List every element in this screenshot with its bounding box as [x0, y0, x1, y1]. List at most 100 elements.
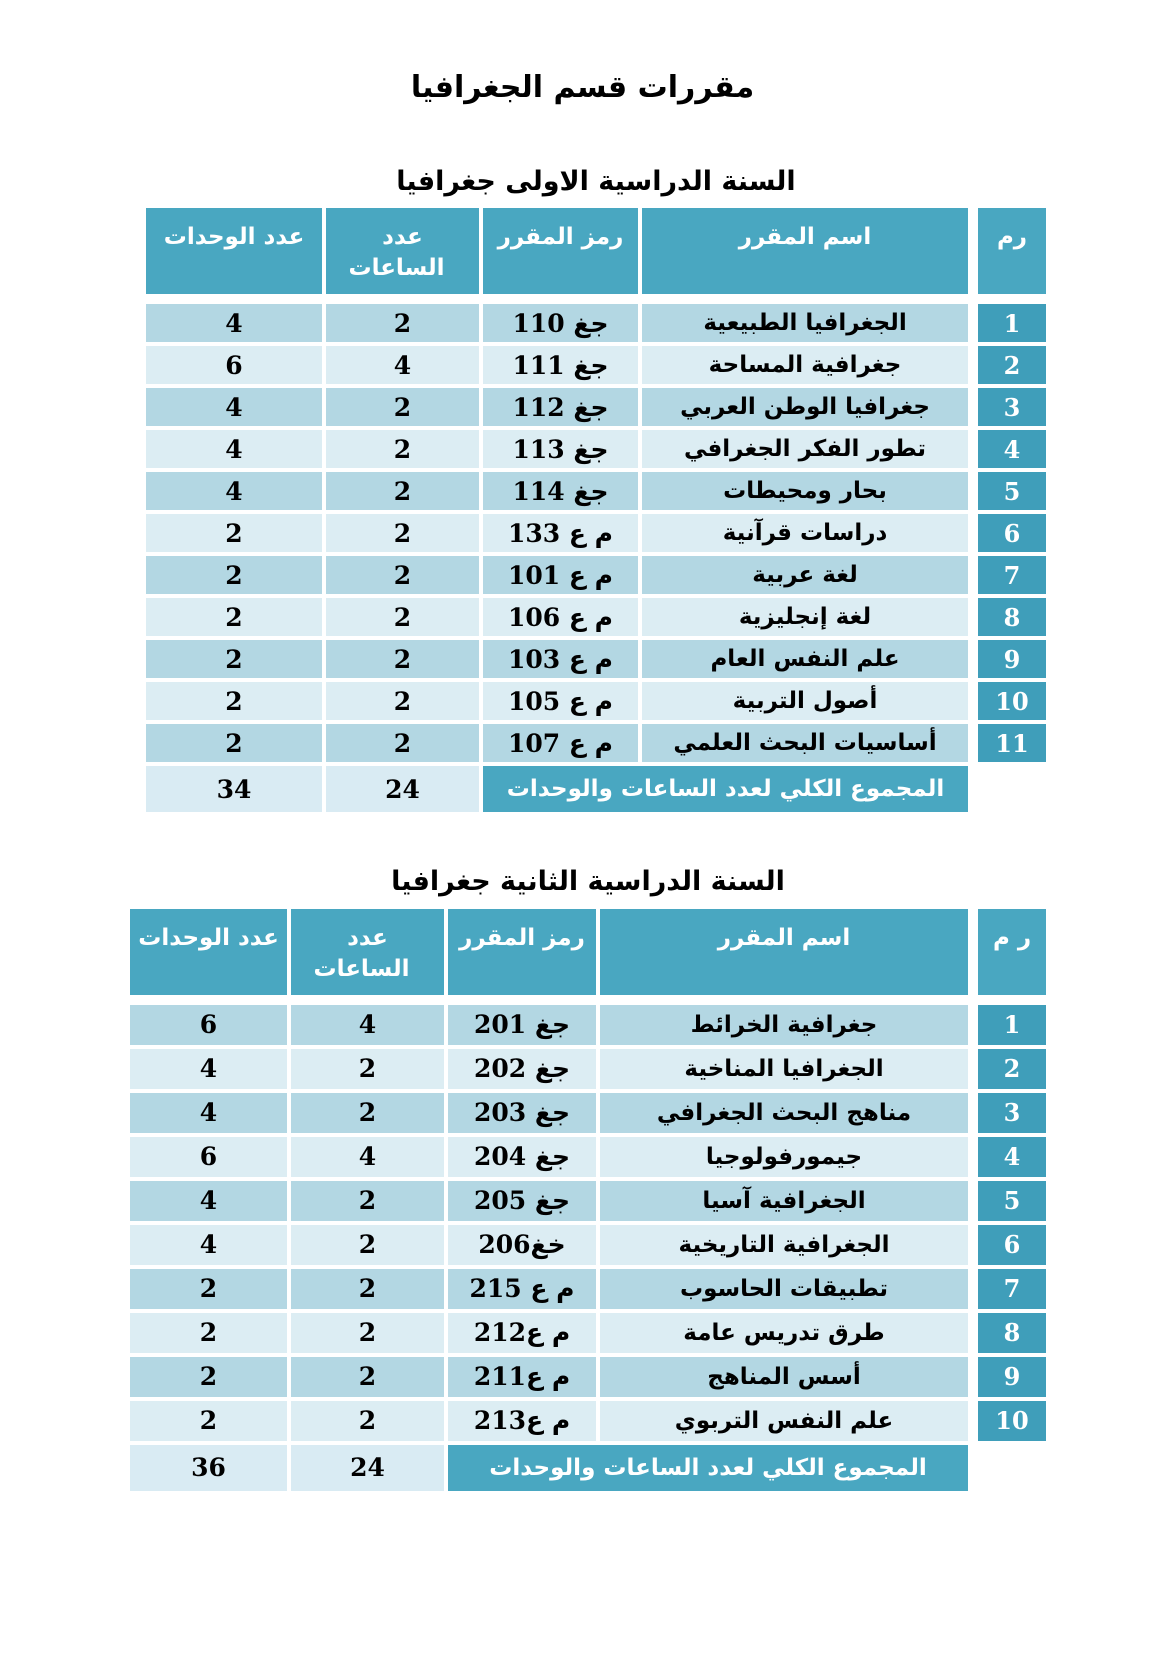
row-course-code: جغ 203: [448, 1092, 596, 1133]
row-serial-number: 10: [978, 1400, 1046, 1441]
total-hours: 24: [326, 766, 479, 813]
header-serial: رم: [978, 208, 1046, 295]
header-units-label: عدد الوحدات: [138, 924, 279, 951]
row-serial-number: 5: [978, 472, 1046, 511]
row-serial-number: 5: [978, 1180, 1046, 1221]
header-hours-label: عدد الساعات: [348, 224, 445, 282]
row-units: 2: [146, 682, 322, 721]
row-units: 2: [146, 724, 322, 763]
row-hours: 2: [326, 682, 479, 721]
row-course-code: م ع 106: [483, 598, 638, 637]
row-units: 6: [130, 1004, 287, 1045]
row-course-code: جغ 114: [483, 472, 638, 511]
second-year-section: السنة الدراسية الثانية جغرافيا ر م اسم ا…: [130, 864, 1046, 1491]
row-hours: 2: [326, 388, 479, 427]
row-units: 4: [146, 430, 322, 469]
row-course-code: م ع 105: [483, 682, 638, 721]
row-course-code: جغ 205: [448, 1180, 596, 1221]
row-serial-number: 1: [978, 304, 1046, 343]
row-course-code: م ع212: [448, 1312, 596, 1353]
row-serial-number: 6: [978, 1224, 1046, 1265]
row-serial-number: 8: [978, 1312, 1046, 1353]
page-title: مقررات قسم الجغرافيا: [410, 70, 755, 105]
row-units: 2: [130, 1268, 287, 1309]
total-units: 36: [130, 1444, 287, 1491]
header-units-label: عدد الوحدات: [163, 224, 305, 251]
total-label: المجموع الكلي لعدد الساعات والوحدات: [483, 766, 968, 813]
row-serial-number: 2: [978, 346, 1046, 385]
row-units: 2: [130, 1312, 287, 1353]
row-serial-number: 4: [978, 430, 1046, 469]
row-units: 2: [146, 514, 322, 553]
row-units: 6: [130, 1136, 287, 1177]
header-course-code-label: رمز المقرر: [459, 924, 585, 951]
row-course-name: علم النفس العام: [642, 640, 968, 679]
row-units: 2: [146, 598, 322, 637]
header-hours-label: عدد الساعات: [313, 924, 410, 982]
header-serial: ر م: [978, 908, 1046, 995]
header-hours: عدد الساعات: [291, 908, 444, 995]
row-units: 4: [130, 1092, 287, 1133]
row-course-name: دراسات قرآنية: [642, 514, 968, 553]
row-course-name: أسس المناهج: [600, 1356, 968, 1397]
total-units: 34: [146, 766, 322, 813]
row-units: 6: [146, 346, 322, 385]
row-hours: 2: [326, 514, 479, 553]
row-hours: 2: [291, 1180, 444, 1221]
header-course-code: رمز المقرر: [483, 208, 638, 295]
row-hours: 2: [326, 472, 479, 511]
header-course-name: اسم المقرر: [642, 208, 968, 295]
row-course-code: م ع 215: [448, 1268, 596, 1309]
row-hours: 2: [326, 430, 479, 469]
row-course-code: م ع 107: [483, 724, 638, 763]
row-course-name: لغة إنجليزية: [642, 598, 968, 637]
header-hours: عدد الساعات: [326, 208, 479, 295]
total-hours: 24: [291, 1444, 444, 1491]
row-units: 4: [146, 304, 322, 343]
header-serial-label: رم: [996, 224, 1028, 251]
row-serial-number: 1: [978, 1004, 1046, 1045]
row-course-code: م ع 101: [483, 556, 638, 595]
row-course-name: الجغرافية التاريخية: [600, 1224, 968, 1265]
header-course-code: رمز المقرر: [448, 908, 596, 995]
row-course-code: جغ 202: [448, 1048, 596, 1089]
header-serial-label: ر م: [992, 924, 1032, 951]
first-year-course-table: رم اسم المقرر رمز المقرر عدد الساعات عدد…: [146, 208, 1046, 813]
row-course-code: جغ 204: [448, 1136, 596, 1177]
row-hours: 2: [291, 1224, 444, 1265]
row-course-name: علم النفس التربوي: [600, 1400, 968, 1441]
row-course-code: م ع 133: [483, 514, 638, 553]
row-hours: 2: [326, 724, 479, 763]
row-units: 2: [146, 640, 322, 679]
total-label: المجموع الكلي لعدد الساعات والوحدات: [448, 1444, 968, 1491]
row-course-name: أصول التربية: [642, 682, 968, 721]
row-course-code: جغ 113: [483, 430, 638, 469]
row-serial-number: 11: [978, 724, 1046, 763]
row-course-name: الجغرافيا الطبيعية: [642, 304, 968, 343]
row-units: 4: [146, 472, 322, 511]
header-course-name-label: اسم المقرر: [738, 224, 872, 251]
row-units: 4: [130, 1048, 287, 1089]
row-serial-number: 2: [978, 1048, 1046, 1089]
row-serial-number: 9: [978, 1356, 1046, 1397]
row-serial-number: 8: [978, 598, 1046, 637]
row-course-code: جغ 201: [448, 1004, 596, 1045]
row-course-name: الجغرافية آسيا: [600, 1180, 968, 1221]
row-course-name: جغرافيا الوطن العربي: [642, 388, 968, 427]
header-course-code-label: رمز المقرر: [497, 224, 624, 251]
header-course-name-label: اسم المقرر: [717, 924, 851, 951]
row-hours: 2: [326, 556, 479, 595]
row-hours: 4: [291, 1136, 444, 1177]
row-course-name: جغرافية المساحة: [642, 346, 968, 385]
row-course-name: بحار ومحيطات: [642, 472, 968, 511]
row-course-code: م ع211: [448, 1356, 596, 1397]
row-course-name: الجغرافيا المناخية: [600, 1048, 968, 1089]
row-course-name: مناهج البحث الجغرافي: [600, 1092, 968, 1133]
row-course-code: م ع213: [448, 1400, 596, 1441]
row-serial-number: 9: [978, 640, 1046, 679]
row-units: 2: [130, 1356, 287, 1397]
row-units: 4: [146, 388, 322, 427]
row-units: 4: [130, 1180, 287, 1221]
row-hours: 2: [291, 1268, 444, 1309]
row-hours: 2: [291, 1092, 444, 1133]
